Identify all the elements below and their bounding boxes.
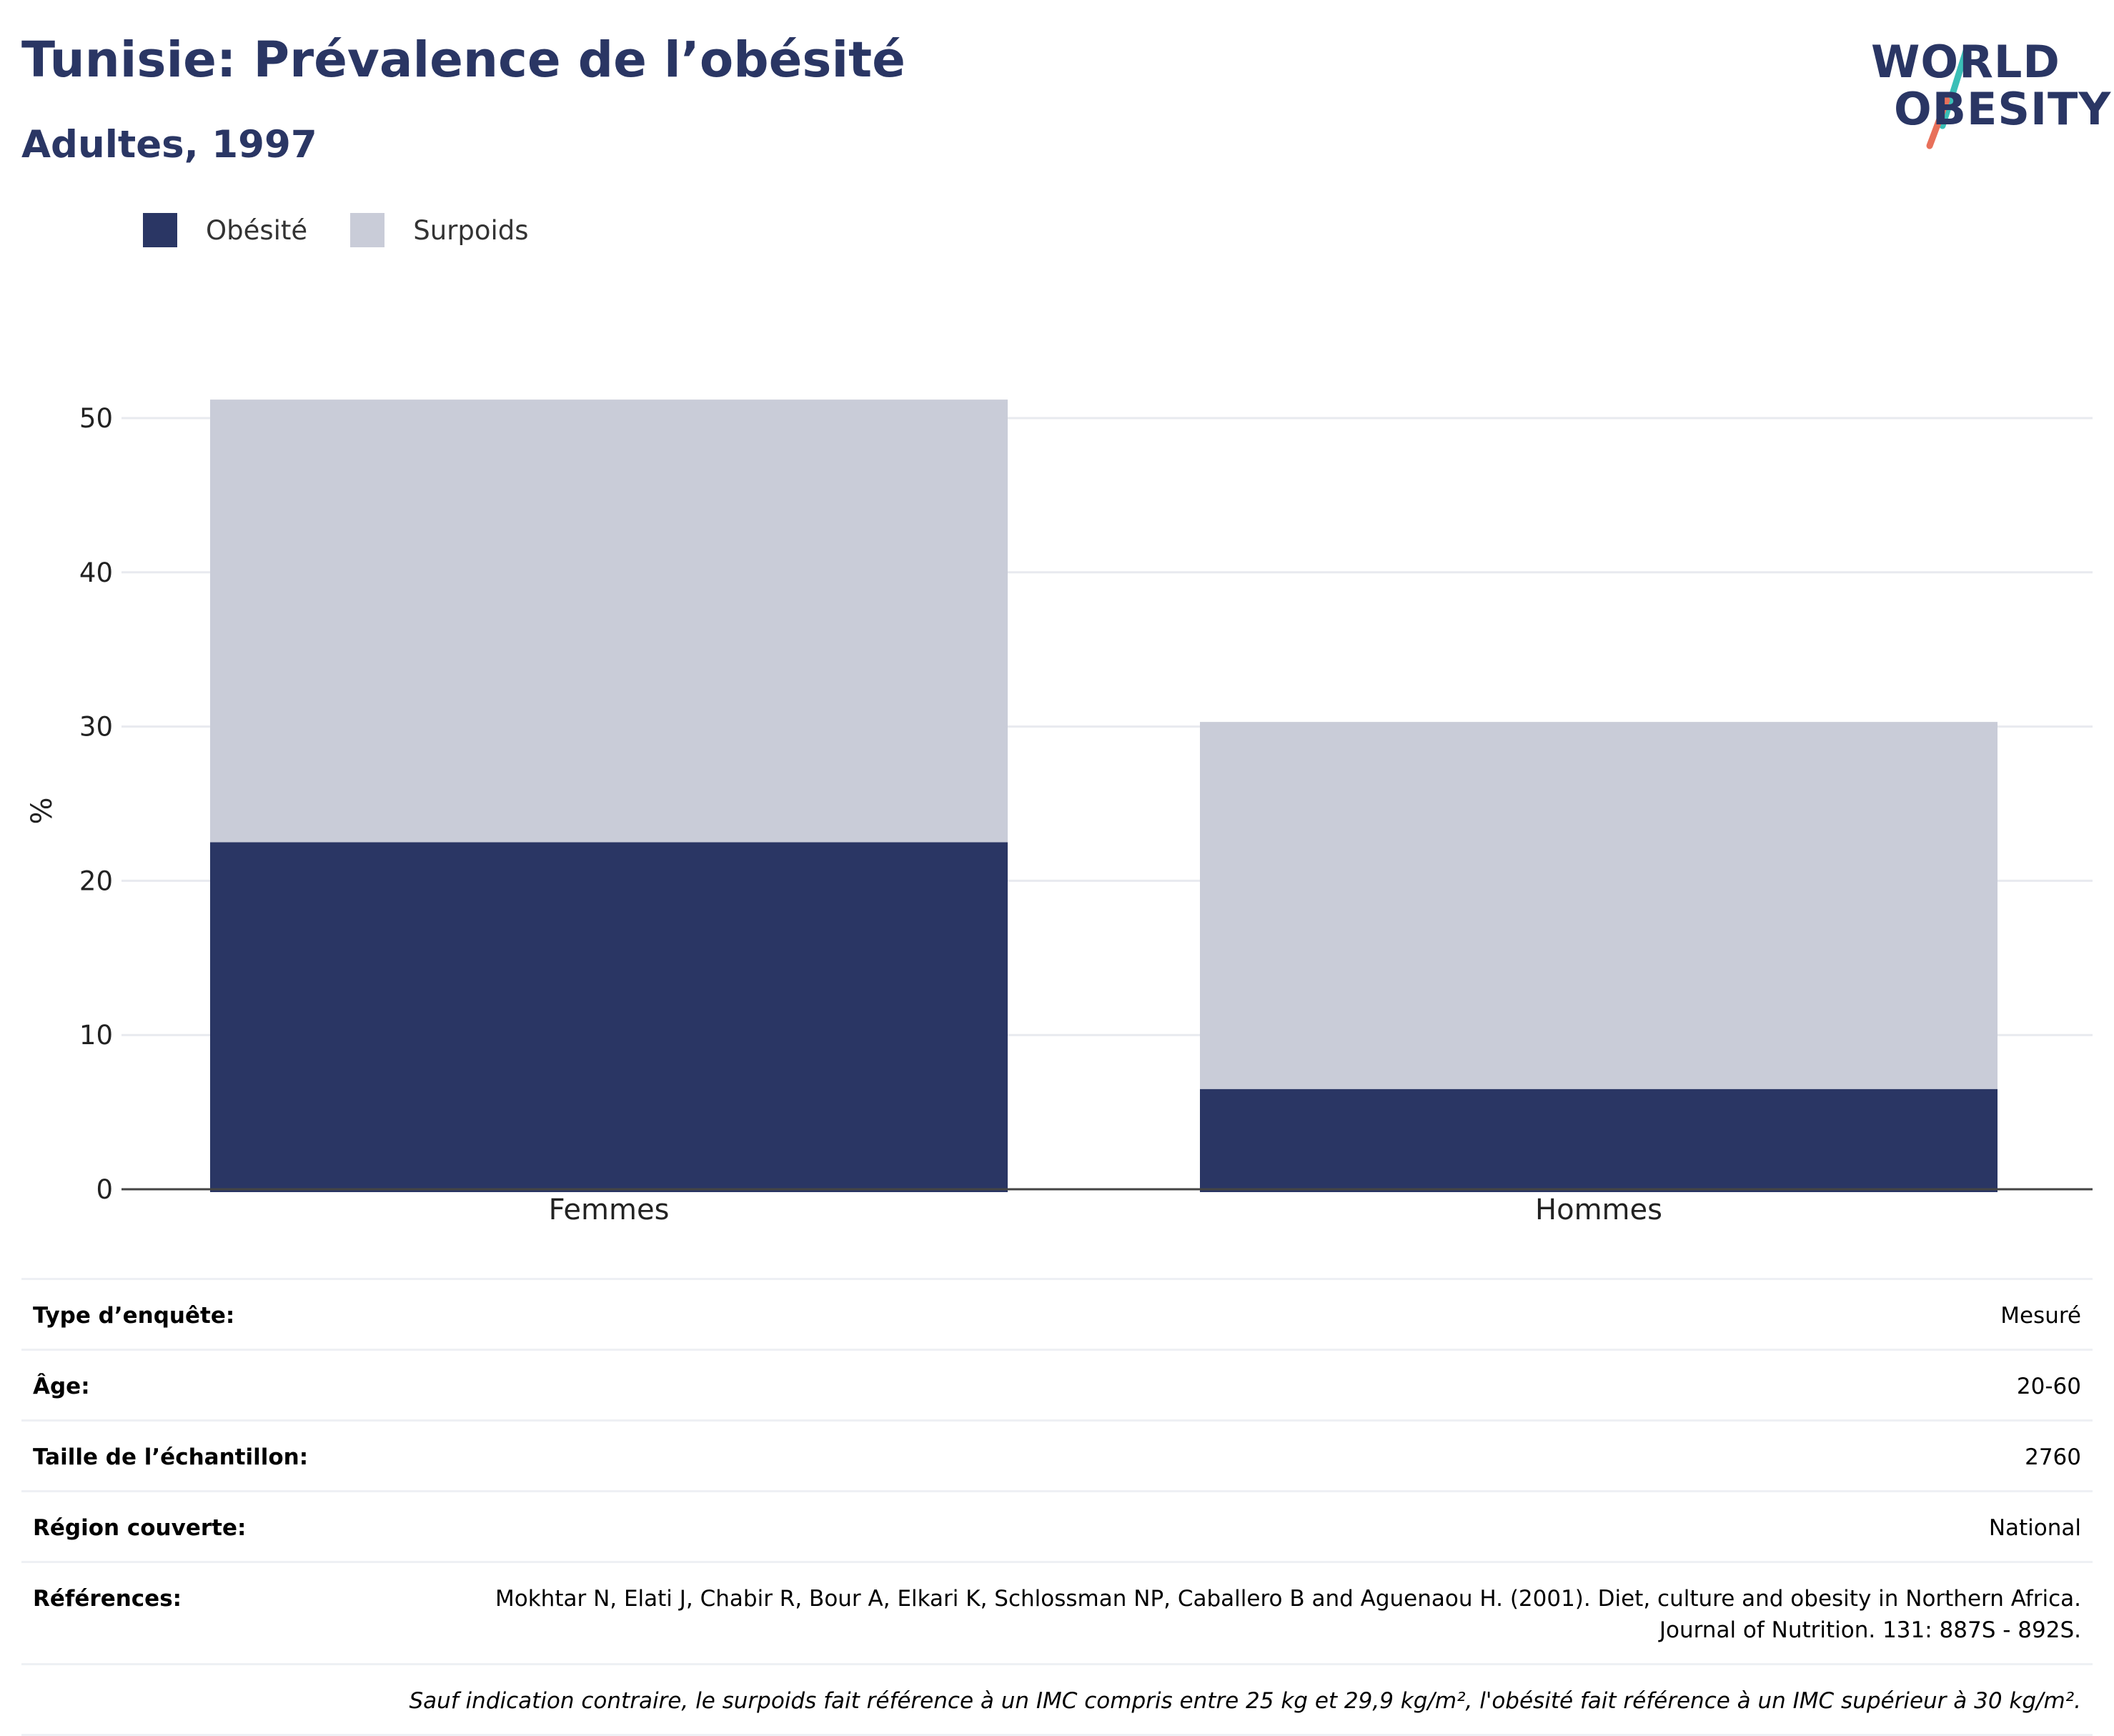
chart-title: Tunisie: Prévalence de l’obésité — [21, 31, 905, 89]
definition-note: Sauf indication contraire, le surpoids f… — [409, 1688, 2081, 1714]
definition-note-row: Sauf indication contraire, le surpoids f… — [21, 1663, 2093, 1736]
age-label: Âge: — [33, 1374, 90, 1399]
region-value: National — [1988, 1515, 2081, 1541]
bar-femmes-obesite — [210, 842, 1008, 1192]
sample-size-label: Taille de l’échantillon: — [33, 1444, 309, 1470]
table-row-survey-type: Type d’enquête: Mesuré — [21, 1278, 2093, 1349]
region-label: Région couverte: — [33, 1515, 247, 1541]
logo-line-1: WORLD — [1871, 36, 2060, 88]
legend: Obésité Surpoids — [143, 212, 572, 249]
y-axis-label: % — [26, 797, 59, 824]
y-tick-label-10: 10 — [79, 1020, 113, 1051]
y-tick-label-0: 0 — [96, 1174, 113, 1205]
survey-type-value: Mesuré — [2000, 1303, 2081, 1329]
table-row-age: Âge: 20-60 — [21, 1349, 2093, 1419]
y-tick-label-40: 40 — [79, 557, 113, 588]
legend-item-surpoids[interactable]: Surpoids — [350, 213, 529, 247]
legend-label-surpoids: Surpoids — [413, 214, 529, 246]
table-row-sample-size: Taille de l’échantillon: 2760 — [21, 1419, 2093, 1490]
logo-line-2: OBESITY — [1894, 83, 2112, 135]
bar-hommes-obesite — [1200, 1088, 1998, 1192]
sample-size-value: 2760 — [2025, 1444, 2081, 1470]
legend-item-obesite[interactable]: Obésité — [143, 213, 307, 247]
legend-swatch-surpoids — [350, 213, 385, 247]
references-value: Mokhtar N, Elati J, Chabir R, Bour A, El… — [495, 1586, 2081, 1643]
references-label: Références: — [33, 1586, 182, 1612]
world-obesity-logo: WORLD OBESITY — [1858, 20, 2110, 156]
survey-details-table: Type d’enquête: Mesuré Âge: 20-60 Taille… — [21, 1278, 2093, 1736]
table-row-region: Région couverte: National — [21, 1490, 2093, 1561]
bar-femmes-surpoids — [210, 400, 1008, 843]
y-tick-label-50: 50 — [79, 403, 113, 434]
age-value: 20-60 — [2016, 1374, 2081, 1399]
y-tick-label-20: 20 — [79, 865, 113, 896]
y-tick-label-30: 30 — [79, 712, 113, 743]
legend-swatch-obesite — [143, 213, 177, 247]
bar-chart: 0 10 20 30 40 50% Femmes Hommes — [26, 400, 2093, 1226]
logo-slash-icon — [1926, 45, 1970, 149]
x-tick-label-femmes: Femmes — [549, 1194, 670, 1226]
survey-type-label: Type d’enquête: — [33, 1303, 235, 1329]
x-tick-label-hommes: Hommes — [1535, 1194, 1662, 1226]
bar-hommes-surpoids — [1200, 722, 1998, 1089]
chart-subtitle: Adultes, 1997 — [21, 123, 317, 167]
table-row-references: Références: Mokhtar N, Elati J, Chabir R… — [21, 1561, 2093, 1663]
legend-label-obesite: Obésité — [206, 214, 308, 246]
